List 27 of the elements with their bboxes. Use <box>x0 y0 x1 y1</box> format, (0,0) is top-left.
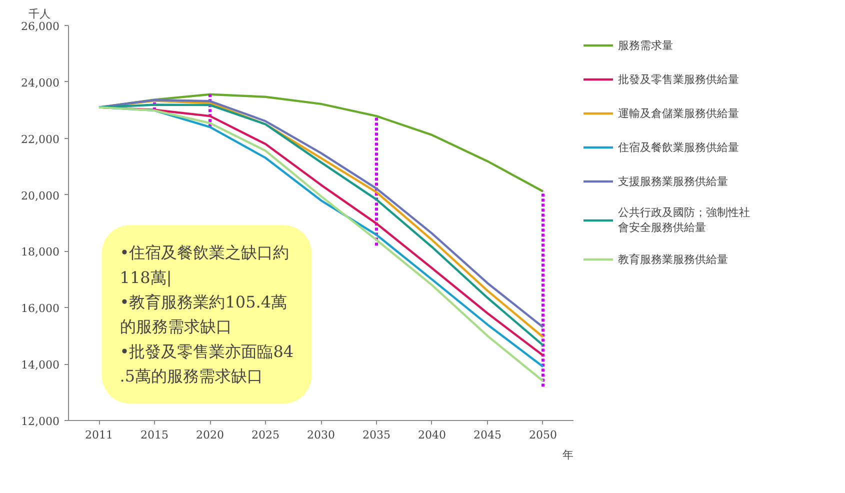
legend-label: 支援服務業服務供給量 <box>618 174 728 188</box>
y-tick-label: 22,000 <box>21 132 60 146</box>
y-tick-label: 14,000 <box>21 358 60 372</box>
x-tick-label: 2015 <box>140 428 169 442</box>
x-tick-label: 2035 <box>362 428 390 442</box>
annotation: •住宿及餐飲業之缺口約118萬| •教育服務業約105.4萬的服務需求缺口 •批發及零售業亦面臨84.5萬的服務需求缺口 <box>120 243 294 386</box>
y-tick-label: 12,000 <box>21 415 60 428</box>
x-axis-title: 年 <box>562 448 574 462</box>
x-tick-label: 2040 <box>418 428 446 442</box>
y-tick-label: 16,000 <box>21 302 60 316</box>
y-tick-label: 18,000 <box>21 246 60 259</box>
x-tick-label: 2030 <box>307 428 336 442</box>
x-tick-label: 2045 <box>473 428 502 442</box>
x-tick-label: 2020 <box>196 428 224 442</box>
y-tick-label: 26,000 <box>21 20 60 33</box>
x-tick-label: 2011 <box>85 428 114 442</box>
legend-label: 住宿及餐飲業服務供給量 <box>618 140 739 154</box>
legend-label: 批發及零售業服務供給量 <box>618 72 739 86</box>
y-axis-title: 千人 <box>28 8 50 20</box>
x-tick-label: 2025 <box>252 428 280 442</box>
y-tick-label: 24,000 <box>21 76 60 90</box>
legend-label: 運輸及倉儲業服務供給量 <box>618 106 739 120</box>
y-tick-label: 20,000 <box>21 189 60 202</box>
legend-label: 服務需求量 <box>618 38 673 52</box>
x-tick-label: 2050 <box>528 428 557 442</box>
legend-label: 公共行政及國防；強制性社會安全服務供給量 <box>618 205 750 235</box>
legend-label: 教育服務業服務供給量 <box>618 252 728 266</box>
